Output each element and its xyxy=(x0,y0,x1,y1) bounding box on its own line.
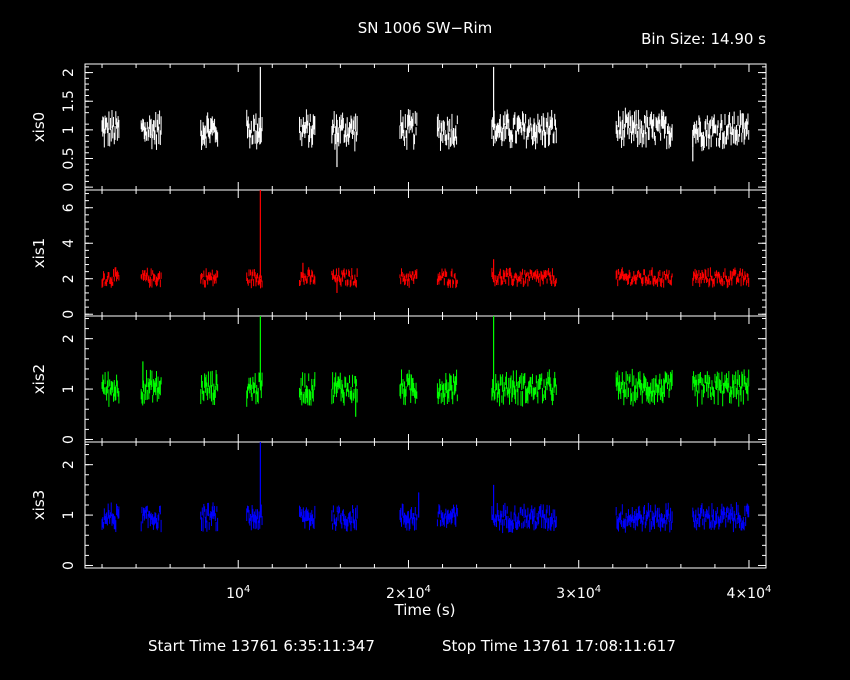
x-tick-label: 104 xyxy=(226,584,250,602)
x-tick-label: 3×104 xyxy=(556,584,601,602)
xis3-ytick-label: 2 xyxy=(61,460,77,469)
xis0-series xyxy=(101,107,750,152)
xis0-ytick-label: 0 xyxy=(61,183,77,192)
x-axis-label: Time (s) xyxy=(394,601,456,619)
xis2-ytick-label: 1 xyxy=(61,385,77,394)
panels-group: 0 0.5 1 1.5 2 xis0 0 2 4 6 xis1 0 1 2 xis2 0 1 2 xis3 xyxy=(30,63,767,570)
bin-size-label: Bin Size: 14.90 s xyxy=(641,30,766,48)
xis1-ylabel: xis1 xyxy=(30,238,48,268)
panel-xis1: 0 2 4 6 xis1 xyxy=(30,189,767,319)
xis1-ytick-label: 2 xyxy=(61,274,77,283)
x-tick-label: 2×104 xyxy=(386,584,431,602)
x-tick-label: 4×104 xyxy=(727,584,772,602)
xis1-ytick-label: 4 xyxy=(61,239,77,248)
xis0-ytick-label: 1.5 xyxy=(61,90,77,112)
stop-time-label: Stop Time 13761 17:08:11:617 xyxy=(442,637,676,655)
xis2-series xyxy=(101,368,750,407)
xis0-ylabel: xis0 xyxy=(30,112,48,142)
xis2-ytick-label: 2 xyxy=(61,334,77,343)
xis3-ytick-label: 1 xyxy=(61,511,77,520)
xis1-ytick-label: 6 xyxy=(61,203,77,212)
xis1-ytick-label: 0 xyxy=(61,310,77,319)
xis0-ytick-label: 1 xyxy=(61,125,77,134)
xis0-ytick-label: 0.5 xyxy=(61,147,77,169)
start-time-label: Start Time 13761 6:35:11:347 xyxy=(148,637,375,655)
xis1-series xyxy=(101,267,750,289)
xis2-ylabel: xis2 xyxy=(30,364,48,394)
xis2-ytick-label: 0 xyxy=(61,435,77,444)
panel-xis0: 0 0.5 1 1.5 2 xis0 xyxy=(30,63,767,192)
xis3-ytick-label: 0 xyxy=(61,561,77,570)
chart-title: SN 1006 SW−Rim xyxy=(358,19,493,37)
xis3-series xyxy=(101,502,750,534)
x-tick-labels: 104 2×104 3×104 4×104 xyxy=(226,584,771,602)
xis3-ylabel: xis3 xyxy=(30,490,48,520)
panel-xis3: 0 1 2 xis3 xyxy=(30,441,767,570)
xis0-ytick-label: 2 xyxy=(61,68,77,77)
